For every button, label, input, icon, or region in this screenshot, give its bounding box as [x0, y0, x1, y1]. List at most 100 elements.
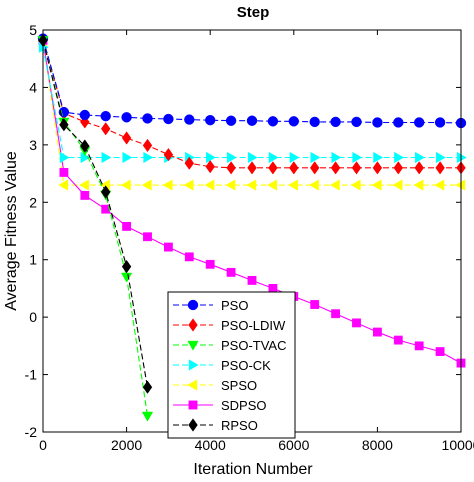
data-point-spso — [246, 179, 257, 191]
legend-entry-rpso: RPSO — [173, 418, 258, 433]
series-line-pso — [42, 38, 462, 124]
data-point-rpso — [121, 259, 132, 274]
data-point-sdpso — [414, 341, 424, 351]
data-point-pso — [225, 115, 237, 126]
data-point-spso — [434, 179, 445, 191]
data-point-pso — [163, 113, 174, 125]
legend-entry-pso: PSO — [173, 298, 248, 313]
data-point-pso-ldiw — [226, 161, 236, 175]
legend-marker — [187, 340, 199, 351]
x-tick-label: 4000 — [195, 437, 226, 453]
y-axis-title: Average Fitness Value — [3, 151, 20, 311]
data-point-pso-ck — [373, 151, 384, 164]
data-point-sdpso — [268, 284, 278, 293]
data-point-spso — [371, 179, 382, 191]
x-tick-label: 6000 — [278, 437, 309, 453]
data-point-pso-ck — [435, 151, 446, 164]
chart-title: Step — [237, 4, 270, 21]
data-point-pso — [393, 117, 404, 128]
data-point-pso-ldiw — [414, 161, 424, 175]
data-point-pso-ldiw — [121, 131, 132, 145]
data-point-sdpso — [59, 168, 69, 177]
data-point-pso-ldiw — [351, 161, 362, 175]
data-point-pso — [79, 109, 90, 121]
series-line-pso-tvac — [42, 40, 149, 416]
data-point-spso — [204, 179, 215, 191]
legend-label: PSO-CK — [221, 358, 271, 373]
series-pso — [37, 33, 467, 129]
data-point-rpso — [100, 185, 111, 199]
y-tick-label: 3 — [29, 137, 37, 153]
data-point-pso-ck — [268, 151, 279, 164]
legend-entry-spso: SPSO — [173, 378, 257, 393]
x-tick-label: 2000 — [111, 437, 142, 453]
data-point-pso-ldiw — [184, 156, 195, 170]
y-tick-label: -1 — [25, 367, 38, 383]
data-point-pso-ck — [206, 151, 216, 164]
x-tick-label: 0 — [39, 437, 47, 453]
data-point-spso — [329, 179, 340, 191]
data-point-spso — [225, 179, 236, 191]
data-point-spso — [58, 179, 69, 191]
data-point-spso — [183, 179, 194, 191]
y-tick-label: -2 — [25, 424, 38, 440]
data-point-sdpso — [143, 232, 152, 242]
y-tick-label: 2 — [29, 194, 37, 210]
data-point-pso — [246, 115, 258, 126]
y-axis: -2 -1 0 1 2 3 4 5 — [25, 22, 461, 440]
data-point-spso — [392, 179, 403, 191]
data-point-pso-ck — [247, 151, 258, 164]
data-point-pso — [351, 116, 362, 128]
data-point-pso-ck — [310, 151, 321, 164]
data-point-spso — [267, 179, 278, 191]
legend-marker — [188, 318, 198, 332]
data-point-pso-ldiw — [268, 161, 278, 175]
data-point-spso — [308, 179, 319, 191]
data-point-pso-ck — [226, 151, 237, 164]
legend-label: RPSO — [221, 418, 258, 433]
legend-entry-pso-ldiw: PSO-LDIW — [173, 318, 286, 333]
data-point-pso — [142, 113, 153, 124]
data-point-sdpso — [205, 259, 215, 269]
y-tick-label: 5 — [29, 22, 37, 38]
x-tick-label: 10000 — [442, 437, 474, 453]
legend-label: PSO-TVAC — [221, 338, 287, 353]
data-point-pso-tvac — [120, 272, 133, 283]
legend-entry-sdpso: SDPSO — [173, 398, 267, 413]
data-point-pso-ldiw — [247, 161, 257, 175]
data-point-pso-ck — [456, 151, 467, 164]
data-point-sdpso — [80, 190, 90, 200]
data-point-pso-ldiw — [372, 161, 383, 175]
x-axis-title: Iteration Number — [193, 461, 313, 478]
legend-label: SPSO — [221, 378, 257, 393]
data-point-pso-ck — [352, 151, 363, 164]
data-point-pso — [205, 114, 216, 126]
legend: PSO PSO-LDIW PSO-TVAC PSO-CK SPSO SDPSO RPSO — [167, 291, 296, 439]
data-point-pso-tvac — [141, 411, 154, 422]
data-point-sdpso — [122, 221, 132, 231]
data-point-pso-ldiw — [309, 161, 320, 175]
data-point-sdpso — [393, 335, 403, 345]
data-point-pso — [121, 112, 132, 123]
data-point-pso-ck — [101, 151, 112, 164]
data-point-pso-ldiw — [142, 138, 153, 153]
data-point-spso — [288, 179, 298, 191]
series-spso — [37, 35, 466, 191]
data-point-sdpso — [372, 327, 382, 337]
data-point-pso-ck — [289, 151, 300, 164]
data-point-pso-ldiw — [205, 160, 215, 174]
data-point-pso-ck — [415, 151, 425, 164]
legend-label: PSO-LDIW — [221, 318, 286, 333]
data-point-spso — [350, 179, 361, 191]
legend-label: PSO — [221, 298, 248, 313]
series-layer — [37, 33, 467, 422]
data-point-pso — [372, 117, 383, 128]
legend-marker — [188, 359, 199, 371]
data-point-pso-ldiw — [289, 161, 299, 175]
data-point-pso — [100, 110, 111, 122]
data-point-sdpso — [247, 275, 257, 285]
data-point-pso-ck — [59, 151, 70, 164]
series-line-pso-ldiw — [42, 40, 461, 169]
